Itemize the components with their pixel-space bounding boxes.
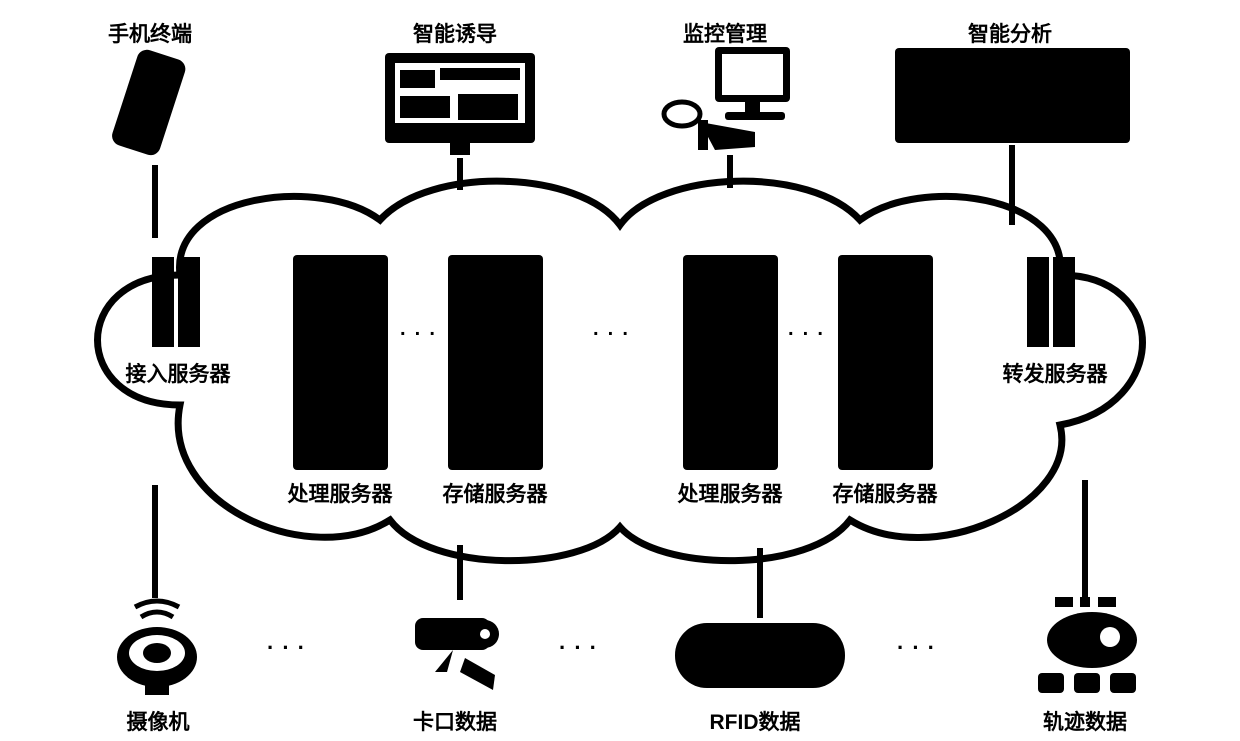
monitor-management-icon <box>660 42 795 152</box>
camera-icon <box>105 595 210 700</box>
conn-checkpoint <box>457 545 463 600</box>
ellipsis-b3: ··· <box>897 635 943 661</box>
conn-mobile <box>152 165 158 238</box>
process-server-a-icon <box>293 255 388 470</box>
storage-server-b-icon <box>838 255 933 470</box>
conn-camera <box>152 485 158 598</box>
conn-rfid <box>757 548 763 618</box>
label-storage-b: 存储服务器 <box>833 478 938 508</box>
label-access-server: 接入服务器 <box>126 358 231 388</box>
label-process-b: 处理服务器 <box>678 478 783 508</box>
ellipsis-b1: ··· <box>267 635 313 661</box>
ellipsis-1: ··· <box>400 324 444 347</box>
rfid-icon <box>670 618 850 693</box>
label-smart-guidance: 智能诱导 <box>413 18 497 48</box>
storage-server-a-icon <box>448 255 543 470</box>
mobile-terminal-icon <box>105 48 195 163</box>
label-process-a: 处理服务器 <box>288 478 393 508</box>
smart-guidance-icon <box>380 48 540 158</box>
smart-analysis-icon <box>895 48 1130 143</box>
label-forward-server: 转发服务器 <box>1003 358 1108 388</box>
label-camera: 摄像机 <box>127 706 190 736</box>
forward-server-icon <box>1025 255 1080 350</box>
ellipsis-2: ··· <box>593 324 637 347</box>
conn-guidance <box>457 158 463 190</box>
label-smart-analysis: 智能分析 <box>968 18 1052 48</box>
ellipsis-3: ··· <box>788 324 832 347</box>
checkpoint-icon <box>405 600 515 700</box>
ellipsis-b2: ··· <box>559 635 605 661</box>
diagram-canvas: 手机终端 智能诱导 监控管理 智能分析 接入服务器 转发服务器 <box>0 0 1240 741</box>
label-gps: 轨迹数据 <box>1043 706 1127 736</box>
conn-analysis <box>1009 145 1015 225</box>
process-server-b-icon <box>683 255 778 470</box>
gps-icon <box>1030 595 1145 695</box>
label-mobile-terminal: 手机终端 <box>108 18 192 48</box>
conn-gps <box>1082 480 1088 598</box>
access-server-icon <box>150 255 205 350</box>
label-storage-a: 存储服务器 <box>443 478 548 508</box>
label-checkpoint: 卡口数据 <box>413 706 497 736</box>
label-rfid: RFID数据 <box>710 706 801 736</box>
conn-monitor <box>727 155 733 188</box>
